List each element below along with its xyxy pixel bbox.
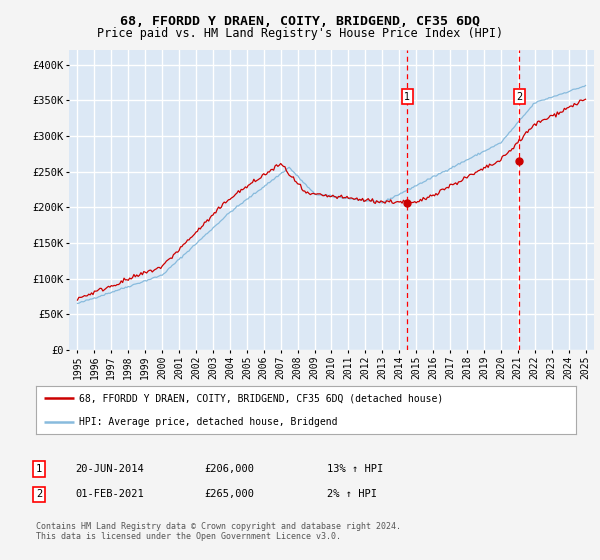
Text: 2: 2: [516, 92, 522, 102]
Text: 1: 1: [404, 92, 410, 102]
Text: 20-JUN-2014: 20-JUN-2014: [75, 464, 144, 474]
Text: 2: 2: [36, 489, 42, 500]
Text: £265,000: £265,000: [204, 489, 254, 500]
Text: £206,000: £206,000: [204, 464, 254, 474]
Text: 1: 1: [36, 464, 42, 474]
Text: 68, FFORDD Y DRAEN, COITY, BRIDGEND, CF35 6DQ: 68, FFORDD Y DRAEN, COITY, BRIDGEND, CF3…: [120, 15, 480, 28]
Text: 01-FEB-2021: 01-FEB-2021: [75, 489, 144, 500]
Text: Price paid vs. HM Land Registry's House Price Index (HPI): Price paid vs. HM Land Registry's House …: [97, 27, 503, 40]
Text: 13% ↑ HPI: 13% ↑ HPI: [327, 464, 383, 474]
Text: Contains HM Land Registry data © Crown copyright and database right 2024.
This d: Contains HM Land Registry data © Crown c…: [36, 522, 401, 542]
Text: HPI: Average price, detached house, Bridgend: HPI: Average price, detached house, Brid…: [79, 417, 338, 427]
Text: 68, FFORDD Y DRAEN, COITY, BRIDGEND, CF35 6DQ (detached house): 68, FFORDD Y DRAEN, COITY, BRIDGEND, CF3…: [79, 393, 443, 403]
Text: 2% ↑ HPI: 2% ↑ HPI: [327, 489, 377, 500]
